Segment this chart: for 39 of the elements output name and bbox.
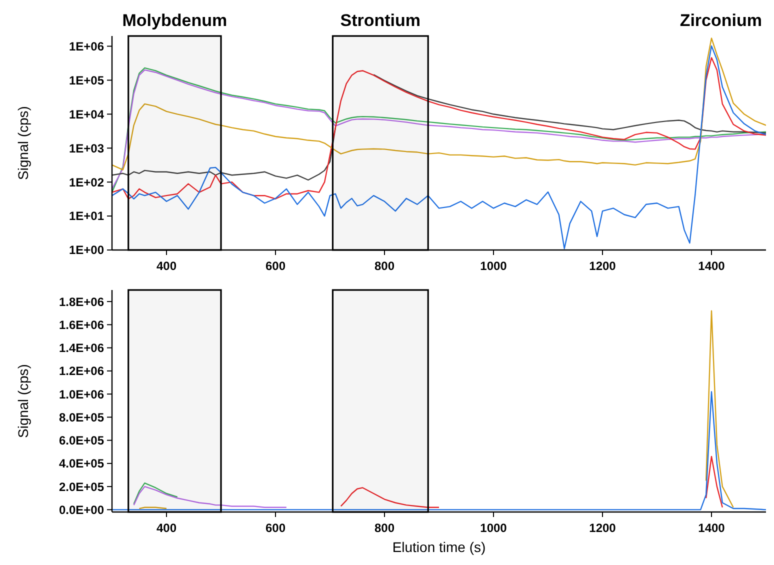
text: Zirconium <box>680 11 762 30</box>
y-tick-label: 1.4E+06 <box>58 341 104 356</box>
x-tick-label: 400 <box>156 259 177 273</box>
y-tick-label: 1E+03 <box>68 141 104 156</box>
y-tick-label: 1E+06 <box>68 39 104 54</box>
y-tick-label: 1.0E+06 <box>58 387 104 402</box>
y-tick-label: 1E+04 <box>68 107 104 122</box>
y-tick-label: 1.6E+06 <box>58 318 104 332</box>
x-axis-title: Elution time (s) <box>392 539 486 555</box>
x-tick-label: 1000 <box>480 521 508 535</box>
y-tick-label: 2.0E+05 <box>58 480 104 494</box>
y-tick-label: 6.0E+05 <box>58 434 104 448</box>
x-tick-label: 1000 <box>480 259 508 273</box>
y-tick-label: 1E+05 <box>68 73 104 88</box>
y-tick-label: 1E+01 <box>68 209 104 224</box>
band-label: Strontium <box>340 11 421 30</box>
y-axis-title: Signal (cps) <box>15 106 31 180</box>
y-tick-label: 1E+00 <box>68 243 104 258</box>
x-tick-label: 1400 <box>698 521 726 535</box>
line-series <box>133 486 287 508</box>
line-series <box>112 38 766 170</box>
x-tick-label: 1200 <box>589 259 616 273</box>
x-tick-label: 1200 <box>589 521 616 535</box>
line-series <box>112 391 766 510</box>
y-axis-title: Signal (cps) <box>15 364 31 438</box>
x-tick-label: 400 <box>156 521 177 535</box>
x-tick-label: 800 <box>374 259 395 273</box>
band-label: Molybdenum <box>122 11 228 30</box>
y-tick-label: 8.0E+05 <box>58 410 104 424</box>
x-tick-label: 600 <box>265 259 286 273</box>
line-series <box>133 482 178 505</box>
y-tick-label: 4.0E+05 <box>58 456 104 471</box>
x-tick-label: 800 <box>374 521 395 535</box>
y-tick-label: 1.2E+06 <box>58 364 104 378</box>
x-tick-label: 1400 <box>698 259 726 273</box>
y-tick-label: 0.0E+00 <box>58 502 104 517</box>
y-tick-label: 1.8E+06 <box>58 294 104 309</box>
y-tick-label: 1E+02 <box>68 175 104 190</box>
x-tick-label: 600 <box>265 521 286 535</box>
